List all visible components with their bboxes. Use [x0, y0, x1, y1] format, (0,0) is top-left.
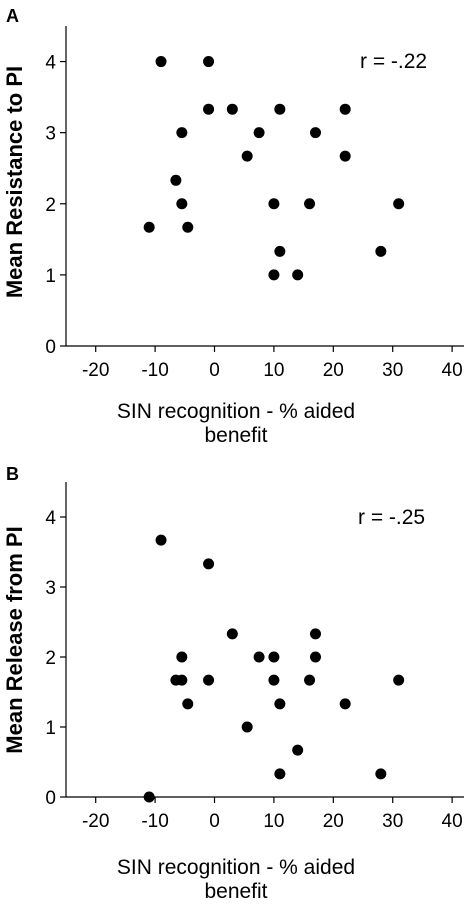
data-point	[176, 198, 188, 210]
data-point	[268, 198, 280, 210]
data-point	[304, 198, 316, 210]
x-axis-title-line-1: SIN recognition - % aided	[117, 856, 355, 879]
data-point	[268, 269, 280, 281]
y-tick-label: 1	[45, 718, 56, 739]
data-point	[309, 628, 321, 640]
x-axis-title-line-1: SIN recognition - % aided	[117, 400, 355, 423]
data-point	[309, 127, 321, 139]
x-tick-label: 10	[263, 360, 284, 381]
data-point	[339, 698, 351, 710]
panel-a: A Mean Resistance to PI r = -.22 SIN rec…	[2, 6, 464, 447]
y-tick-label: 3	[45, 124, 56, 145]
x-tick-label: -20	[82, 811, 109, 832]
data-point	[304, 674, 316, 686]
data-point	[274, 103, 286, 115]
data-point	[155, 534, 167, 546]
y-tick-label: 0	[45, 788, 56, 809]
panel-b: B Mean Release from PI r = -.25 SIN reco…	[2, 464, 464, 903]
y-axis-title: Mean Resistance to PI	[2, 66, 27, 298]
x-axis-title-line-2: benefit	[204, 880, 267, 903]
y-tick-label: 0	[45, 337, 56, 358]
data-point	[203, 103, 215, 115]
data-point	[170, 174, 182, 186]
x-axis-title-line-2: benefit	[204, 424, 267, 447]
data-point	[203, 56, 215, 68]
data-point	[339, 103, 351, 115]
data-point	[176, 674, 188, 686]
y-tick-label: 1	[45, 266, 56, 287]
x-tick-label: -20	[82, 360, 109, 381]
data-point	[292, 744, 304, 756]
data-point	[339, 150, 351, 162]
x-tick-label: 0	[209, 811, 220, 832]
x-tick-label: 40	[442, 360, 463, 381]
panel-label: A	[6, 6, 19, 26]
data-point	[268, 674, 280, 686]
data-point	[268, 651, 280, 663]
data-point	[203, 558, 215, 570]
x-tick-label: 40	[442, 811, 463, 832]
y-tick-label: 2	[45, 648, 56, 669]
data-point	[182, 698, 194, 710]
y-tick-label: 4	[45, 508, 56, 529]
data-point	[375, 245, 387, 257]
data-point	[393, 198, 405, 210]
panel-label: B	[6, 464, 19, 484]
data-point	[143, 221, 155, 233]
data-point	[182, 221, 194, 233]
data-point	[143, 791, 155, 803]
x-tick-label: 20	[323, 811, 344, 832]
x-tick-label: 30	[382, 811, 403, 832]
data-point	[155, 56, 167, 68]
data-point	[292, 269, 304, 281]
x-tick-label: 30	[382, 360, 403, 381]
data-point	[375, 768, 387, 780]
data-point	[226, 628, 238, 640]
data-point	[274, 245, 286, 257]
y-tick-label: 2	[45, 195, 56, 216]
x-tick-label: 10	[263, 811, 284, 832]
data-point	[241, 721, 253, 733]
x-tick-label: -10	[141, 811, 168, 832]
correlation-annotation: r = -.22	[360, 50, 427, 73]
data-point	[176, 651, 188, 663]
data-point	[226, 103, 238, 115]
data-point	[393, 674, 405, 686]
data-point	[274, 698, 286, 710]
data-point	[253, 651, 265, 663]
data-point	[274, 768, 286, 780]
data-point	[176, 127, 188, 139]
y-tick-label: 4	[45, 53, 56, 74]
data-point	[253, 127, 265, 139]
correlation-annotation: r = -.25	[358, 506, 425, 529]
y-axis-title: Mean Release from PI	[2, 526, 27, 753]
data-point	[309, 651, 321, 663]
x-tick-label: 20	[323, 360, 344, 381]
y-tick-label: 3	[45, 578, 56, 599]
x-tick-label: -10	[141, 360, 168, 381]
data-point	[241, 150, 253, 162]
data-point	[203, 674, 215, 686]
x-tick-label: 0	[209, 360, 220, 381]
